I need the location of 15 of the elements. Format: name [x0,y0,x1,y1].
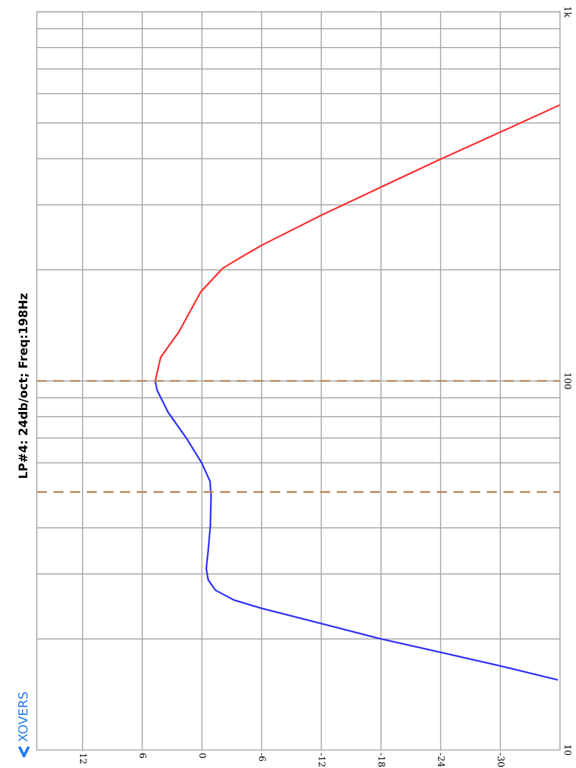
text: LP#4: 24db/oct; Freq:198Hz [18,294,30,478]
x-tick-label: -30 [498,753,505,767]
x-tick-label: -18 [378,753,386,767]
y-tick-label: 100 [564,373,572,389]
x-tick-label: 0 [199,753,206,758]
text: XOVERS [18,692,28,742]
x-tick-label: -6 [258,753,266,762]
x-tick-label: 6 [140,753,146,758]
y-tick-label: 10 [564,745,572,756]
line-series [154,104,560,382]
x-tick-label: -24 [438,753,445,767]
x-tick-label: -12 [318,753,326,766]
y-tick-label: 1k [564,7,572,18]
x-tick-label: 12 [80,754,87,764]
line-series [154,380,558,681]
